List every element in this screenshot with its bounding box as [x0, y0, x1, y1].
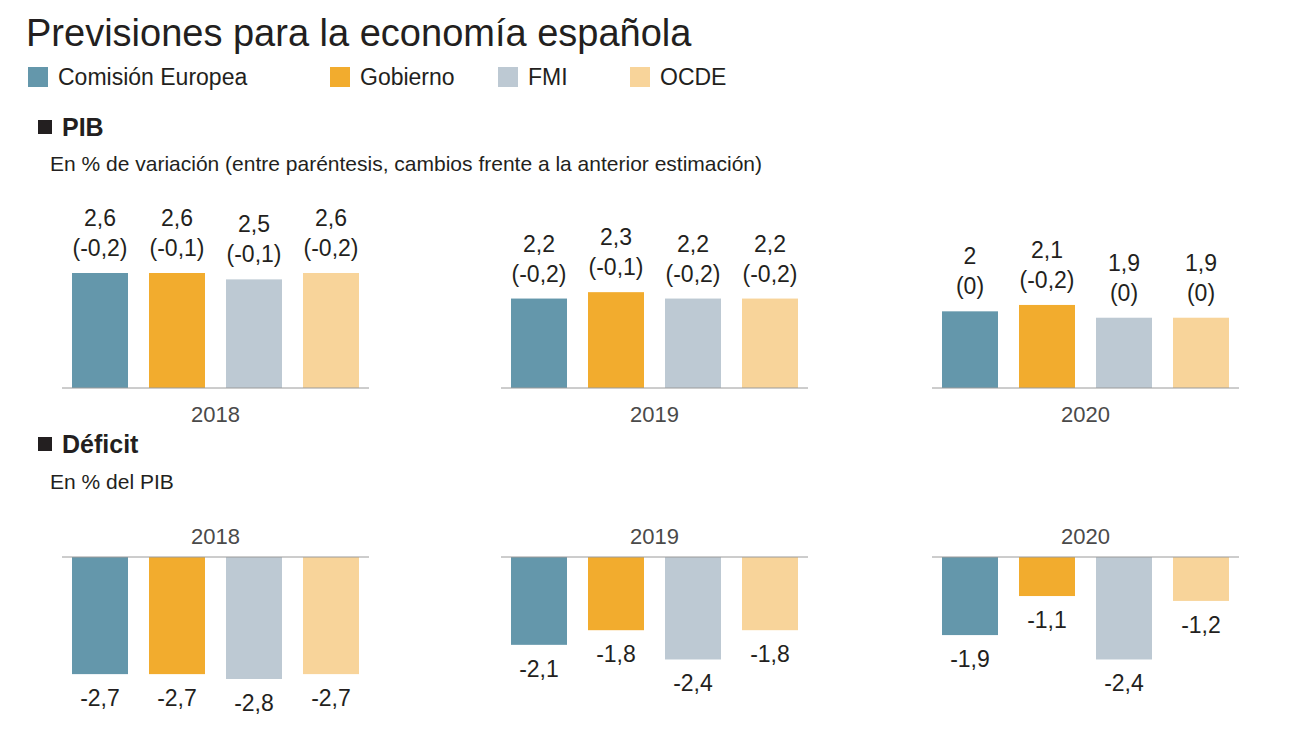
bar	[303, 273, 359, 388]
section-marker	[38, 437, 52, 451]
bar	[1173, 557, 1229, 601]
baseline	[501, 557, 808, 558]
bar	[1096, 557, 1152, 659]
value-label: 2,6	[315, 205, 347, 231]
bar	[665, 299, 721, 388]
value-label: -1,2	[1181, 612, 1221, 638]
section-title: PIB	[62, 113, 104, 141]
change-label: (-0,2)	[512, 261, 567, 287]
legend-item: Gobierno	[330, 64, 455, 90]
labels: 2018 2,6 (-0,2) 2,6 (-0,1) 2,5 (-0,1) 2,6 (-0,2)…	[73, 205, 1217, 427]
baseline	[501, 388, 808, 389]
value-label: -1,8	[750, 641, 790, 667]
legend-swatch	[330, 67, 350, 87]
value-label: -2,4	[673, 670, 713, 696]
value-label: 2,5	[238, 211, 270, 237]
bar	[149, 557, 205, 674]
legend-swatch	[28, 67, 48, 87]
legend-label: Gobierno	[360, 64, 455, 90]
value-label: 2,2	[523, 231, 555, 257]
section-title: Déficit	[62, 430, 139, 458]
value-label: 2	[964, 243, 977, 269]
value-label: -1,1	[1027, 607, 1067, 633]
bar	[588, 557, 644, 630]
legend-swatch	[630, 67, 650, 87]
chart-section: PIB En % de variación (entre paréntesis, …	[38, 113, 1239, 427]
value-label: 1,9	[1108, 250, 1140, 276]
labels: 2018 -2,7 -2,7 -2,8 -2,7 2019 -2,1 -1,8 -2,4 -1,8…	[80, 524, 1221, 717]
change-label: (-0,2)	[743, 261, 798, 287]
legend-item: Comisión Europea	[28, 64, 247, 90]
legend-label: Comisión Europea	[58, 64, 247, 90]
value-label: -1,9	[950, 646, 990, 672]
change-label: (0)	[956, 273, 984, 299]
change-label: (-0,2)	[666, 261, 721, 287]
change-label: (0)	[1110, 280, 1138, 306]
value-label: -2,7	[80, 685, 120, 711]
legend-item: FMI	[498, 64, 568, 90]
chart-section: DéficitEn % del PIB2018-2,7-2,7-2,8-2,72…	[38, 430, 1239, 716]
section-marker	[38, 120, 52, 134]
change-label: (-0,2)	[304, 235, 359, 261]
bar	[942, 311, 998, 388]
legend-swatch	[498, 67, 518, 87]
bar	[72, 273, 128, 388]
bar	[1096, 318, 1152, 388]
bar	[1019, 305, 1075, 388]
value-label: -2,7	[311, 685, 351, 711]
legend-item: OCDE	[630, 64, 726, 90]
section-subtitle: En % del PIB	[50, 470, 174, 493]
value-label: -2,7	[157, 685, 197, 711]
bar	[742, 299, 798, 388]
baseline	[932, 388, 1239, 389]
baseline	[62, 388, 369, 389]
change-label: (0)	[1187, 280, 1215, 306]
category-label: 2020	[1061, 402, 1110, 427]
bar	[665, 557, 721, 659]
change-label: (-0,2)	[1020, 267, 1075, 293]
chart-root: Previsiones para la economía española Com…	[0, 0, 1301, 729]
bar	[511, 299, 567, 388]
plot-area	[72, 557, 1229, 679]
legend-label: FMI	[528, 64, 568, 90]
category-label: 2018	[191, 524, 240, 549]
bar	[942, 557, 998, 635]
category-label: 2018	[191, 402, 240, 427]
value-label: 1,9	[1185, 250, 1217, 276]
bar	[149, 273, 205, 388]
bar	[588, 292, 644, 388]
value-label: -2,1	[519, 656, 559, 682]
change-label: (-0,2)	[73, 235, 128, 261]
value-label: -2,8	[234, 690, 274, 716]
category-label: 2019	[630, 524, 679, 549]
value-label: 2,1	[1031, 237, 1063, 263]
legend-label: OCDE	[660, 64, 726, 90]
bar	[511, 557, 567, 645]
change-label: (-0,1)	[150, 235, 205, 261]
bar	[1019, 557, 1075, 596]
main-title: Previsiones para la economía española	[26, 12, 692, 54]
change-label: (-0,1)	[227, 241, 282, 267]
bar	[303, 557, 359, 674]
change-label: (-0,1)	[589, 254, 644, 280]
value-label: -2,4	[1104, 670, 1144, 696]
bar	[1173, 318, 1229, 388]
value-label: 2,2	[677, 231, 709, 257]
bar	[72, 557, 128, 674]
baseline	[62, 557, 369, 558]
bar	[742, 557, 798, 630]
value-label: 2,6	[161, 205, 193, 231]
bar	[226, 279, 282, 388]
value-label: -1,8	[596, 641, 636, 667]
baseline	[932, 557, 1239, 558]
section-subtitle: En % de variación (entre paréntesis, cam…	[50, 152, 762, 175]
category-label: 2019	[630, 402, 679, 427]
category-label: 2020	[1061, 524, 1110, 549]
value-label: 2,2	[754, 231, 786, 257]
value-label: 2,6	[84, 205, 116, 231]
bar	[226, 557, 282, 679]
value-label: 2,3	[600, 224, 632, 250]
